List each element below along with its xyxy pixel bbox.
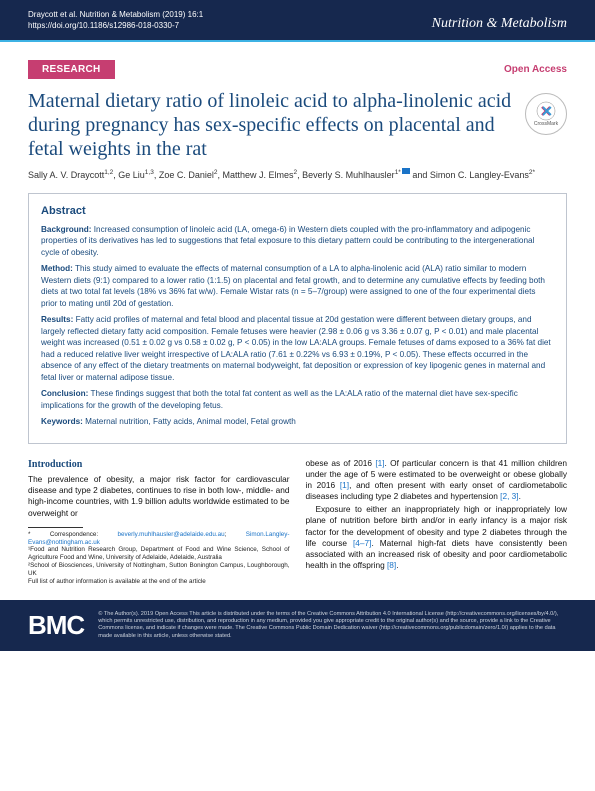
- citation-block: Draycott et al. Nutrition & Metabolism (…: [28, 10, 203, 32]
- label-bar: RESEARCH Open Access: [28, 60, 567, 79]
- research-badge: RESEARCH: [28, 60, 115, 79]
- title-row: Maternal dietary ratio of linoleic acid …: [28, 89, 567, 162]
- full-author-info-note: Full list of author information is avail…: [28, 578, 290, 586]
- journal-name: Nutrition & Metabolism: [432, 16, 567, 32]
- intro-para-2: obese as of 2016 [1]. Of particular conc…: [306, 458, 568, 503]
- crossmark-button[interactable]: CrossMark: [525, 93, 567, 135]
- right-column: obese as of 2016 [1]. Of particular conc…: [306, 458, 568, 586]
- citation-ref[interactable]: [1]: [340, 480, 349, 490]
- authors-line: Sally A. V. Draycott1,2, Ge Liu1,3, Zoe …: [28, 168, 567, 182]
- license-text: © The Author(s). 2019 Open Access This a…: [98, 611, 567, 640]
- crossmark-icon: [536, 101, 556, 121]
- abstract-conclusion: Conclusion: These findings suggest that …: [41, 388, 554, 411]
- abstract-background: Background: Increased consumption of lin…: [41, 224, 554, 258]
- article-title: Maternal dietary ratio of linoleic acid …: [28, 89, 515, 162]
- abstract-heading: Abstract: [41, 204, 554, 219]
- abstract-method: Method: This study aimed to evaluate the…: [41, 263, 554, 309]
- abstract-results: Results: Fatty acid profiles of maternal…: [41, 314, 554, 383]
- footer-bar: BMC © The Author(s). 2019 Open Access Th…: [0, 600, 595, 651]
- citation-text: Draycott et al. Nutrition & Metabolism (…: [28, 10, 203, 21]
- citation-ref[interactable]: [1]: [375, 458, 384, 468]
- footnotes: * Correspondence: beverly.muhlhausler@ad…: [28, 531, 290, 586]
- open-access-label: Open Access: [504, 64, 567, 75]
- intro-para-3: Exposure to either an inappropriately hi…: [306, 504, 568, 571]
- abstract-keywords: Keywords: Maternal nutrition, Fatty acid…: [41, 416, 554, 427]
- crossmark-label: CrossMark: [534, 121, 558, 127]
- affiliation-2: ²School of Biosciences, University of No…: [28, 562, 290, 578]
- left-column: Introduction The prevalence of obesity, …: [28, 458, 290, 586]
- page-header: Draycott et al. Nutrition & Metabolism (…: [0, 0, 595, 42]
- footnote-separator: [28, 527, 83, 528]
- affiliation-1: ¹Food and Nutrition Research Group, Depa…: [28, 546, 290, 562]
- doi-link[interactable]: https://doi.org/10.1186/s12986-018-0330-…: [28, 21, 179, 30]
- intro-heading: Introduction: [28, 458, 290, 472]
- intro-para-1: The prevalence of obesity, a major risk …: [28, 474, 290, 519]
- corr-email-1[interactable]: beverly.muhlhausler@adelaide.edu.au: [118, 531, 225, 538]
- abstract-box: Abstract Background: Increased consumpti…: [28, 193, 567, 443]
- citation-ref[interactable]: [2, 3]: [500, 491, 518, 501]
- bmc-logo: BMC: [28, 610, 84, 641]
- body-columns: Introduction The prevalence of obesity, …: [28, 458, 567, 586]
- correspondence-line: * Correspondence: beverly.muhlhausler@ad…: [28, 531, 290, 547]
- citation-ref[interactable]: [8]: [387, 560, 396, 570]
- citation-ref[interactable]: [4–7]: [353, 538, 371, 548]
